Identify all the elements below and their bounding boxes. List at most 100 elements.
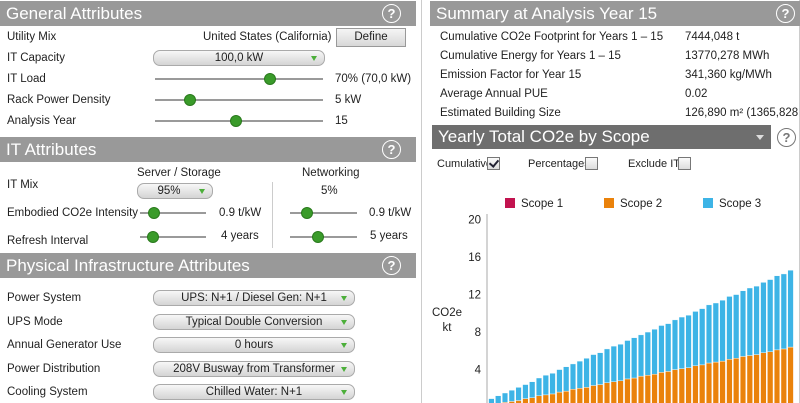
bar [631, 377, 638, 403]
slider-thumb[interactable] [230, 115, 242, 127]
column-header: Server / Storage [137, 167, 221, 179]
dropdown-arrow [756, 135, 764, 140]
slider-track [140, 212, 206, 214]
bar [753, 354, 760, 403]
dropdown[interactable]: 208V Busway from Transformer [153, 360, 355, 377]
value: 5% [321, 185, 338, 197]
help-icon[interactable]: ? [382, 4, 401, 23]
bar [502, 392, 509, 403]
bar [719, 299, 726, 362]
bar [570, 363, 577, 390]
label: Analysis Year [7, 115, 77, 127]
value: 13770,278 MWh [685, 50, 770, 62]
dropdown[interactable]: Typical Double Conversion [153, 313, 355, 330]
bar [726, 359, 733, 403]
section-header: Summary at Analysis Year 15 [430, 1, 800, 26]
bar [740, 290, 747, 357]
section-title: Summary at Analysis Year 15 [436, 4, 658, 23]
value: 0.9 t/kW [369, 207, 412, 219]
bar [767, 279, 774, 352]
help-icon[interactable]: ? [777, 128, 796, 147]
bar [706, 304, 713, 364]
bar [733, 358, 740, 403]
bar [644, 331, 651, 376]
define-button[interactable]: Define [336, 28, 406, 47]
bar [542, 394, 549, 403]
help-icon[interactable]: ? [776, 4, 795, 23]
slider-track [155, 99, 323, 101]
label: Average Annual PUE [440, 88, 548, 100]
legend-swatch [505, 198, 515, 208]
bar [672, 369, 679, 403]
bar [536, 395, 543, 403]
bar [515, 387, 522, 401]
label: UPS Mode [7, 315, 63, 328]
section-title: IT Attributes [6, 140, 97, 159]
dropdown[interactable]: UPS: N+1 / Diesel Gen: N+1 [153, 290, 355, 306]
bar [638, 334, 645, 377]
column-divider [272, 182, 273, 248]
dropdown[interactable]: 100,0 kW [153, 50, 325, 66]
bar [787, 346, 794, 403]
bar [536, 377, 543, 397]
bar [549, 373, 556, 395]
slider-thumb[interactable] [301, 207, 313, 219]
panel-divider [421, 0, 422, 403]
value: 7444,048 t [685, 31, 740, 43]
value: 5 kW [335, 94, 362, 106]
bar [638, 375, 645, 403]
checkbox[interactable] [585, 157, 598, 170]
section-header: Physical Infrastructure Attributes [0, 253, 416, 278]
section-header: IT Attributes [0, 137, 416, 162]
bar [658, 325, 665, 373]
value: 70% (70,0 kW) [335, 73, 412, 85]
bar [692, 311, 699, 367]
slider-track [155, 78, 323, 80]
checkbox[interactable] [487, 157, 500, 170]
dropdown[interactable]: 0 hours [153, 337, 355, 353]
dropdown[interactable]: 95% [137, 183, 213, 199]
value: 126,890 m² (1365,828 [685, 107, 798, 119]
section-header: General Attributes [0, 1, 416, 26]
bar [617, 344, 624, 382]
label: Annual Generator Use [7, 339, 122, 351]
bar [563, 366, 570, 392]
bar [665, 323, 672, 372]
legend-swatch [703, 198, 713, 208]
bar [549, 393, 556, 403]
dropdown[interactable]: Chilled Water: N+1 [153, 384, 355, 400]
bar [651, 329, 658, 375]
bar [563, 390, 570, 403]
bar [774, 349, 781, 403]
y-tick-label: 16 [468, 252, 481, 264]
bar [692, 365, 699, 403]
bar [726, 296, 733, 360]
bar [658, 372, 665, 403]
section-title: Physical Infrastructure Attributes [6, 256, 250, 275]
y-tick-label: 12 [468, 290, 481, 302]
option-label: Exclude IT [628, 158, 680, 170]
slider-thumb[interactable] [184, 94, 196, 106]
bar [624, 378, 631, 403]
help-icon[interactable]: ? [382, 140, 401, 159]
bar [753, 285, 760, 355]
column-header: Networking [302, 167, 360, 179]
bar [542, 374, 549, 396]
slider-thumb[interactable] [264, 73, 276, 85]
chart-selector[interactable]: Yearly Total CO2e by Scope [432, 125, 771, 149]
slider-thumb[interactable] [147, 231, 159, 243]
slider-track [290, 212, 357, 214]
bar [529, 381, 536, 398]
bar [583, 358, 590, 388]
value: 0.02 [685, 88, 708, 100]
slider-thumb[interactable] [148, 207, 160, 219]
slider-thumb[interactable] [312, 231, 324, 243]
bar [604, 348, 611, 383]
help-icon[interactable]: ? [382, 256, 401, 275]
checkbox[interactable] [678, 157, 691, 170]
label: Cooling System [7, 386, 88, 398]
label: Emission Factor for Year 15 [440, 69, 582, 81]
label: IT Mix [7, 179, 39, 191]
legend-label: Scope 3 [719, 198, 761, 210]
